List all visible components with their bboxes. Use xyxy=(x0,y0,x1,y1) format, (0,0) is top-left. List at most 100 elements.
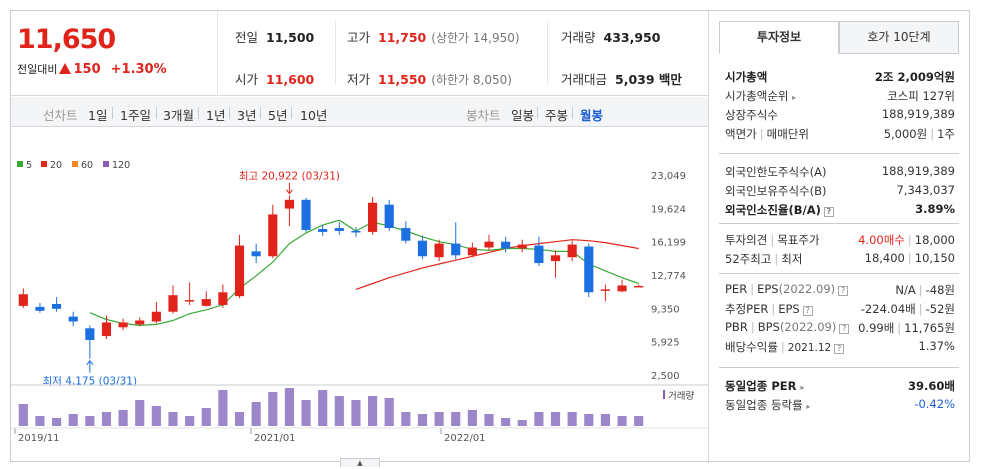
divider xyxy=(229,107,230,119)
divider xyxy=(156,107,157,119)
high-label: 고가 xyxy=(347,30,371,45)
volume-bar xyxy=(135,400,145,426)
amount-label: 거래대금 xyxy=(561,72,608,87)
candle-body xyxy=(301,199,311,230)
candle-body xyxy=(584,246,594,293)
volume-bar xyxy=(634,416,644,426)
cap-rank-label[interactable]: 시가총액순위 ▸ xyxy=(725,89,797,103)
low-label: 저가 xyxy=(347,72,371,87)
volume-bar xyxy=(68,414,78,426)
volume-bar xyxy=(185,416,195,426)
volume-bar xyxy=(18,404,28,426)
foreign-hold-label: 외국인보유주식수(B) xyxy=(725,184,827,198)
candle-body xyxy=(368,202,378,232)
face-trade-label: 액면가 | 매매단위 xyxy=(725,127,809,141)
legend-label: 5 xyxy=(26,160,32,171)
tab-quote-10[interactable]: 호가 10단계 xyxy=(839,21,959,54)
volume-bar xyxy=(201,408,211,426)
help-icon[interactable]: ? xyxy=(839,324,850,334)
foreign-limit-label: 외국인한도주식수(A) xyxy=(725,165,827,179)
price-change: 전일대비 150 +1.30% xyxy=(17,61,167,77)
period-3y[interactable]: 3년 xyxy=(237,108,257,123)
divider xyxy=(112,107,113,119)
open-price: 시가 11,600 xyxy=(235,69,314,88)
chart-toolbar: 선차트 1일 1주일 3개월 1년 3년 5년 10년 봉차트 일봉 주봉 월봉 xyxy=(11,97,708,127)
help-icon[interactable]: ? xyxy=(823,207,834,217)
candle-body xyxy=(185,300,195,302)
est-per-eps-value: -224.04배 | -52원 xyxy=(860,302,955,316)
period-1d[interactable]: 1일 xyxy=(88,108,108,123)
chevron-up-icon: ▲ xyxy=(357,459,363,467)
sector-per-label[interactable]: 동일업종 PER ▸ xyxy=(725,379,805,393)
market-cap-value: 2조 2,009억원 xyxy=(874,70,955,84)
candle-body xyxy=(634,285,644,288)
y-tick-label: 19,624 xyxy=(651,204,686,215)
market-cap-label: 시가총액 xyxy=(725,70,768,84)
foreign-hold-value: 7,343,037 xyxy=(896,183,955,197)
volume-bar xyxy=(501,418,511,426)
opinion-block: 투자의견 | 목표주가 4.00매수 | 18,000 52주최고 | 최저 18,400 | 10… xyxy=(719,223,959,268)
divider xyxy=(198,107,199,119)
period-1y[interactable]: 1년 xyxy=(206,108,226,123)
candle-body xyxy=(284,199,294,209)
help-icon[interactable]: ? xyxy=(802,306,813,316)
legend-label: 60 xyxy=(81,160,93,171)
period-3m[interactable]: 3개월 xyxy=(163,108,194,123)
candle-monthly[interactable]: 월봉 xyxy=(580,108,604,123)
x-tick-label: 2021/01 xyxy=(254,433,296,444)
candle-body xyxy=(517,244,527,249)
change-percent: +1.30% xyxy=(110,62,167,77)
help-icon[interactable]: ? xyxy=(834,344,845,354)
opinion-target-value: 4.00매수 | 18,000 xyxy=(858,233,955,247)
volume-bar xyxy=(617,416,627,426)
y-tick-label: 2,500 xyxy=(651,371,680,382)
prev-close: 전일 11,500 xyxy=(235,27,314,46)
period-5y[interactable]: 5년 xyxy=(268,108,288,123)
volume: 거래량 433,950 xyxy=(561,27,660,46)
volume-value: 433,950 xyxy=(603,30,661,45)
panel-tabs: 투자정보 호가 10단계 xyxy=(719,21,959,54)
volume-bar xyxy=(517,420,527,426)
candle-body xyxy=(417,240,428,257)
volume-label: 거래량 xyxy=(561,30,596,45)
candle-body xyxy=(451,243,461,256)
x-tick-label: 2019/11 xyxy=(18,433,60,444)
divider xyxy=(335,21,336,85)
period-1w[interactable]: 1주일 xyxy=(120,108,151,123)
shares-value: 188,919,389 xyxy=(881,107,955,121)
dividend-value: 1.37% xyxy=(918,339,955,353)
pbr-bps-label: PBR | BPS(2022.09)? xyxy=(725,320,850,334)
volume-bar xyxy=(434,412,444,426)
collapse-handle[interactable]: ▲ xyxy=(340,458,380,467)
per-eps-label: PER | EPS(2022.09)? xyxy=(725,282,849,296)
week52-value: 18,400 | 10,150 xyxy=(864,251,955,265)
tab-invest-info[interactable]: 투자정보 xyxy=(719,21,839,54)
y-tick-label: 9,350 xyxy=(651,304,680,315)
candle-body xyxy=(135,320,145,325)
stock-widget: 11,650 전일대비 150 +1.30% 전일 11,500 시가 11,600 고… xyxy=(10,10,970,463)
candle-chart-label: 봉차트 xyxy=(466,108,501,123)
amount-value: 5,039 백만 xyxy=(615,72,682,87)
volume-bar xyxy=(218,390,228,426)
help-icon[interactable]: ? xyxy=(838,286,849,296)
candle-body xyxy=(534,245,544,264)
week52-label: 52주최고 | 최저 xyxy=(725,252,803,266)
candle-daily[interactable]: 일봉 xyxy=(511,108,535,123)
cap-rank-value: 코스피 127위 xyxy=(887,89,955,103)
period-10y[interactable]: 10년 xyxy=(300,108,328,123)
volume-bar xyxy=(268,392,278,426)
candle-weekly[interactable]: 주봉 xyxy=(545,108,569,123)
candle-body xyxy=(501,241,511,249)
candle-body xyxy=(467,247,477,256)
high-arrow-head xyxy=(286,189,293,195)
trade-amount: 거래대금 5,039 백만 xyxy=(561,69,682,88)
volume-bar xyxy=(52,418,62,426)
divider xyxy=(572,107,573,119)
volume-bar xyxy=(351,400,361,426)
sector-rate-label[interactable]: 동일업종 등락률 ▸ xyxy=(725,398,811,412)
candle-body xyxy=(334,228,344,231)
volume-bar xyxy=(600,414,610,426)
ma20-line xyxy=(355,239,639,290)
candle-body xyxy=(617,285,627,292)
volume-bar xyxy=(284,388,294,426)
